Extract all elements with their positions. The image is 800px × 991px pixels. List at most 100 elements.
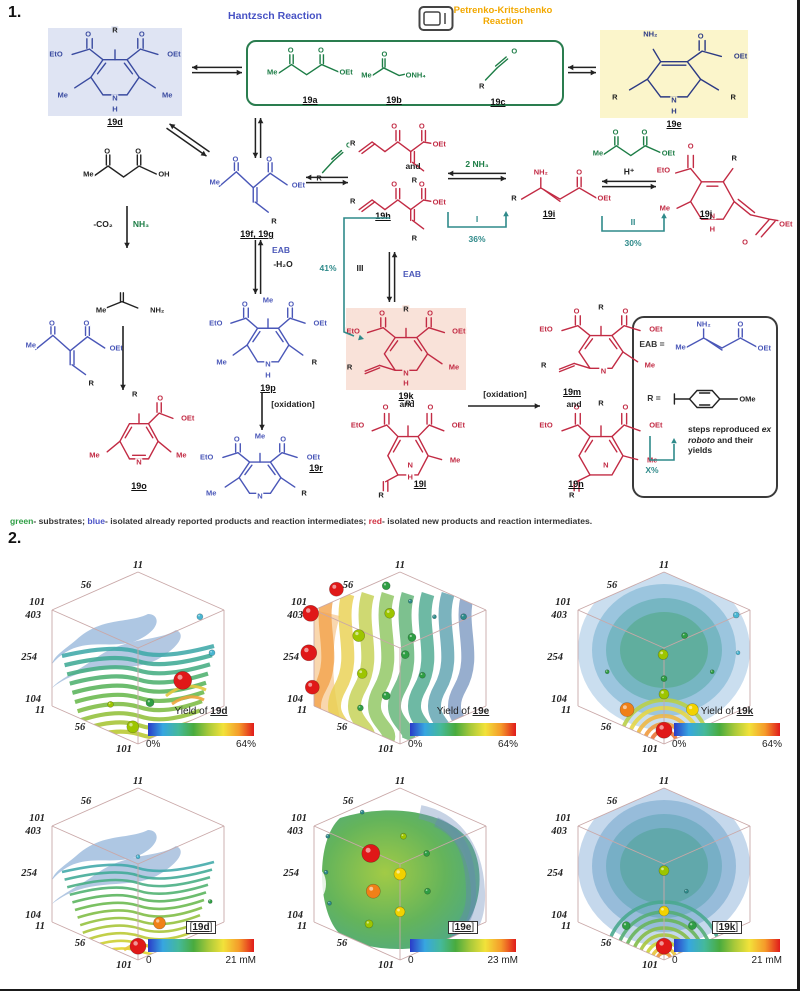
atom-label: O [736,319,745,329]
axis-tick-label: 104 [551,694,567,705]
atom-label: N [402,368,410,378]
colorbar-min-label: 0 [146,955,152,966]
atom-label: Me [265,67,279,77]
colorbar-min-label: 0% [408,739,423,750]
atom-label: R [404,398,412,408]
atom-label: H [670,106,678,116]
reaction-scheme-panel: Hantzsch Reaction Petrenko-Kritschenko R… [10,5,794,526]
panel1-number: 1. [8,4,22,21]
axis-tick-label: 254 [20,868,37,879]
atom-label: N [111,92,119,102]
axis-tick-label: 403 [286,610,303,621]
atom-label: R [597,302,605,312]
atom-label: EtO [655,164,672,174]
atom-label: Me [82,169,95,179]
atom-label: R [410,175,419,185]
atom-label: O [316,45,325,55]
colorbar-max-label: 21 mM [225,955,256,966]
atom-label: EtO [538,420,554,430]
colorbar-title-prefix: Yield of [174,706,211,717]
atom-label: OEt [108,343,124,353]
data-point-sphere [196,613,204,621]
structure-acetoacetate-2: Me O O OEt [591,127,677,174]
legend-note-part: and their yields [688,434,754,456]
scheme-annotation: -H₂O [273,259,293,269]
atom-label: Me [161,90,174,100]
atom-label: R [597,398,605,408]
caption-part: green [10,516,34,526]
data-point-sphere [400,650,410,659]
legend-box [632,316,778,498]
colorbar-title-prefix: Yield of [700,706,737,717]
data-point-sphere [684,888,689,894]
atom-label: O [417,179,426,189]
axis-tick-label: 403 [550,826,567,837]
atom-label: O [265,154,274,164]
atom-label: O [611,127,620,137]
data-point-sphere [364,919,374,929]
axis-tick-label: 56 [607,796,618,807]
atom-label: R [377,490,385,500]
atom-label: O [621,402,630,412]
atom-label: R [510,193,518,203]
axis-tick-label: 11 [395,776,405,787]
atom-label: R [568,490,576,500]
atom-label: N [406,460,414,470]
atom-label: O [380,49,389,59]
axis-tick-label: 254 [546,652,563,663]
atom-label: Me [447,362,461,372]
data-point-sphere [361,844,381,863]
colorbar-min-label: 0 [672,955,678,966]
colorbar-title-suffix: ] [209,922,213,933]
axis-tick-label: 56 [75,722,86,733]
data-point-sphere [619,702,635,717]
atom-label: OEt [756,343,772,353]
scheme-annotation: R = [647,393,661,403]
plot-yield-19k: 11 56 101 403 254 104 11 56 101 [19k] 0 21 mM [534,772,792,984]
atom-label: R [349,138,357,148]
compound-19m: O R O EtO OEt R N Me [538,302,664,388]
atom-label: O [345,141,353,149]
atom-label: Me [253,430,267,440]
colorbar-title-suffix: ] [735,922,739,933]
data-point-sphere [655,721,673,739]
atom-label: O [390,179,399,189]
scheme-annotation: and [399,399,415,409]
axis-tick-label: 101 [116,744,132,755]
atom-label: O [510,46,519,56]
data-point-sphere [381,691,391,701]
atom-label: H [406,472,414,482]
colorbar-title-prefix: [ [451,922,455,933]
atom-label: H [402,378,410,388]
data-point-sphere [304,679,320,695]
atom-label: R [477,81,486,91]
axis-tick-label: 254 [282,652,299,663]
axis-tick-label: 101 [378,960,394,971]
data-point-sphere [407,633,417,642]
atom-label: O [84,29,93,39]
scheme-annotation: EAB [403,269,421,279]
atom-label: Me [215,357,228,367]
hantzsch-reaction-label: Hantzsch Reaction [228,10,322,22]
atom-label: N [670,94,678,104]
compound-19l: O R O EtO OEt N H Me R [349,398,467,500]
plot-yield-19e: 11 56 101 403 254 104 11 56 101 Yield of 19e 0% 64% [270,556,528,768]
atom-label: O [426,308,434,318]
axis-tick-label: 101 [555,597,571,608]
data-point-sphere [394,906,406,918]
atom-label: OEt [431,139,447,149]
compound-19o: R O OEt Me N Me [86,390,196,480]
scheme-annotation: 36% [468,234,486,244]
caption-part: - substrates; [33,516,88,526]
atom-label: OEt [312,318,328,328]
atom-label: OEt [732,51,749,61]
scheme-annotation: 30% [624,238,642,248]
atom-label: R [87,378,95,388]
atom-label: NH₂ [532,167,549,177]
atom-label: O [287,299,296,309]
data-point-sphere [300,644,318,662]
data-point-sphere [357,704,364,712]
compound-id-label: 19n [568,479,584,489]
